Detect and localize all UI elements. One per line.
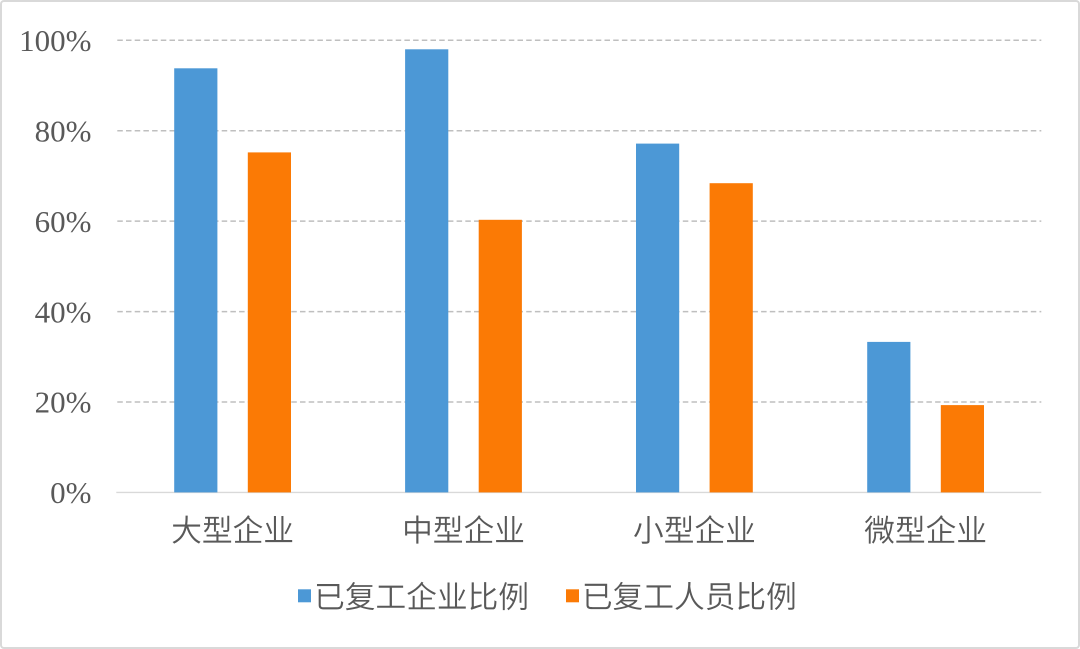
- svg-text:0%: 0%: [50, 475, 91, 510]
- svg-text:100%: 100%: [19, 23, 91, 58]
- svg-text:40%: 40%: [35, 294, 92, 329]
- svg-text:20%: 20%: [35, 385, 92, 420]
- svg-text:80%: 80%: [35, 113, 92, 148]
- svg-text:60%: 60%: [35, 204, 92, 239]
